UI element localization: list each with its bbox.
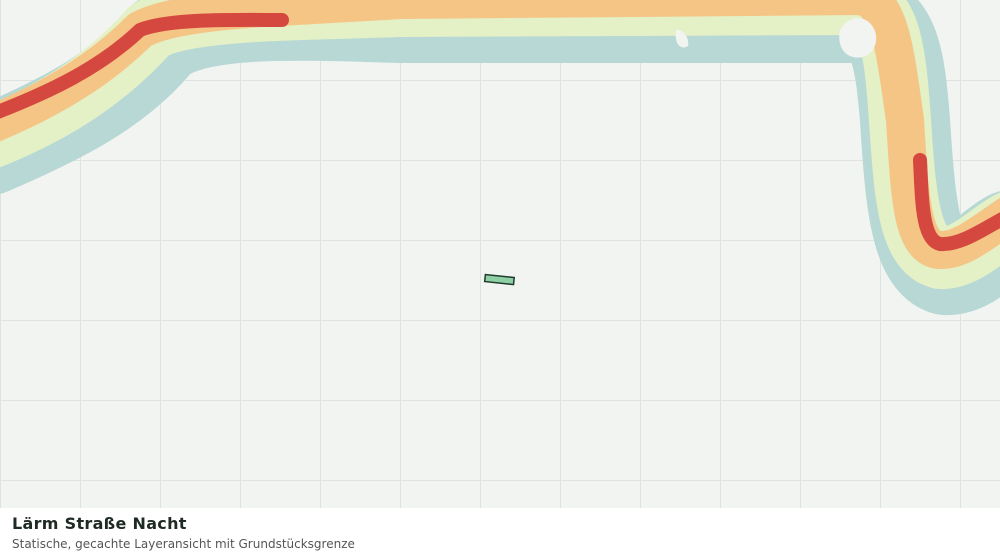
map <box>0 0 1000 508</box>
noise-zone-very-high <box>913 153 1000 252</box>
map-title: Lärm Straße Nacht <box>12 514 187 533</box>
noise-zone-very-high <box>0 12 289 119</box>
parcel-boundary <box>483 273 516 286</box>
noise-bands <box>0 0 1000 315</box>
map-holes <box>675 18 877 58</box>
map-subtitle: Statische, gecachte Layeransicht mit Gru… <box>12 537 355 551</box>
legend: Lärm Straße Nacht Statische, gecachte La… <box>0 508 1000 560</box>
